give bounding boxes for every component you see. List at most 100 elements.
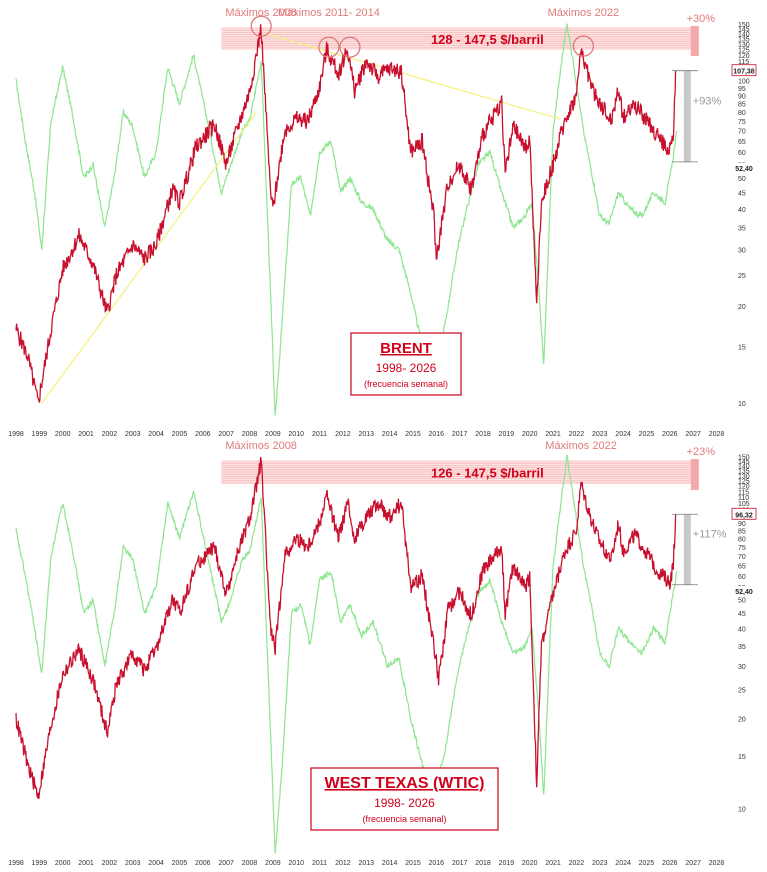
y-tick-label: 125 bbox=[738, 47, 750, 54]
x-tick-label: 2004 bbox=[148, 431, 164, 438]
last-price-label: 107,38 bbox=[733, 69, 755, 76]
x-tick-label: 2024 bbox=[615, 431, 631, 438]
x-tick-label: 2026 bbox=[662, 860, 678, 867]
x-tick-label: 2014 bbox=[382, 431, 398, 438]
y-tick-label: 135 bbox=[738, 468, 750, 475]
y-tick-label: 25 bbox=[738, 273, 746, 280]
x-tick-label: 2012 bbox=[335, 860, 351, 867]
last-price-tag: 96,32 bbox=[731, 507, 757, 520]
x-tick-label: 2005 bbox=[172, 431, 188, 438]
upside-bar bbox=[690, 26, 699, 56]
x-tick-label: 2027 bbox=[685, 860, 701, 867]
y-tick-label: 40 bbox=[738, 207, 746, 214]
x-tick-label: 2027 bbox=[685, 431, 701, 438]
y-tick-label: 90 bbox=[738, 93, 746, 100]
x-axis: 1998 1999 2000 2001 2002 2003 2004 2005 2006 2007… bbox=[8, 431, 724, 438]
annotation-label: Máximos 2022 bbox=[548, 7, 620, 19]
last-price-tag: 107,38 bbox=[731, 64, 757, 77]
x-axis: 1998 1999 2000 2001 2002 2003 2004 2005 2006 2007… bbox=[8, 860, 724, 867]
annotation-circle bbox=[250, 15, 272, 37]
x-tick-label: 2007 bbox=[218, 860, 234, 867]
x-tick-label: 2022 bbox=[569, 431, 585, 438]
title-box: BRENT 1998- 2026 (frecuencia semanal) bbox=[350, 332, 462, 396]
y-tick-label: 50 bbox=[738, 597, 746, 604]
annotation-circle bbox=[572, 35, 595, 57]
chart-title: BRENT bbox=[380, 340, 432, 357]
y-tick-label: 35 bbox=[738, 644, 746, 651]
x-tick-label: 1999 bbox=[32, 431, 48, 438]
y-tick-label: 100 bbox=[738, 79, 750, 86]
y-tick-label: 150 bbox=[738, 22, 750, 29]
y-tick-label: 90 bbox=[738, 521, 746, 528]
y-tick-label: 120 bbox=[738, 484, 750, 491]
y-tick-label: 95 bbox=[738, 86, 746, 93]
y-tick-label: 75 bbox=[738, 119, 746, 126]
x-tick-label: 2003 bbox=[125, 431, 141, 438]
x-tick-label: 2008 bbox=[242, 860, 258, 867]
chart-note: (frecuencia semanal) bbox=[364, 379, 448, 389]
band-label: 126 - 147,5 $/barril bbox=[431, 466, 544, 481]
x-tick-label: 2019 bbox=[499, 431, 515, 438]
low-price-box bbox=[732, 585, 756, 596]
band-label: 128 - 147,5 $/barril bbox=[431, 32, 544, 47]
y-tick-label: 130 bbox=[738, 473, 750, 480]
x-tick-label: 2006 bbox=[195, 431, 211, 438]
low-price-box bbox=[732, 162, 756, 173]
rise-pct: +117% bbox=[693, 529, 727, 541]
x-tick-label: 2007 bbox=[218, 431, 234, 438]
x-tick-label: 2017 bbox=[452, 860, 468, 867]
x-tick-label: 2021 bbox=[545, 431, 561, 438]
annotation-label: Máximos 2008 bbox=[225, 440, 297, 452]
title-box-border bbox=[350, 332, 462, 396]
y-tick-label: 65 bbox=[738, 563, 746, 570]
x-tick-label: 2011 bbox=[312, 431, 327, 438]
x-tick-label: 2001 bbox=[78, 431, 94, 438]
x-tick-label: 2028 bbox=[709, 860, 725, 867]
last-price-label: 96,32 bbox=[735, 512, 753, 519]
y-tick-label: 30 bbox=[738, 247, 746, 254]
annotation-circle bbox=[318, 36, 340, 58]
x-tick-label: 2020 bbox=[522, 431, 538, 438]
x-tick-label: 2010 bbox=[288, 431, 304, 438]
y-tick-label: 130 bbox=[738, 42, 750, 49]
y-tick-label: 60 bbox=[738, 574, 746, 581]
annotation: Máximos 2008 bbox=[225, 7, 297, 37]
y-tick-label: 80 bbox=[738, 110, 746, 117]
y-tick-label: 125 bbox=[738, 478, 750, 485]
title-box-border bbox=[310, 767, 499, 831]
chart-subtitle: 1998- 2026 bbox=[376, 361, 437, 375]
x-tick-label: 2002 bbox=[102, 431, 118, 438]
y-tick-label: 20 bbox=[738, 717, 746, 724]
x-tick-label: 2023 bbox=[592, 431, 608, 438]
x-tick-label: 2018 bbox=[475, 431, 491, 438]
x-tick-label: 2017 bbox=[452, 431, 468, 438]
chart-panel-1: 128 - 147,5 $/barril+30%+93%101520253035… bbox=[8, 7, 757, 438]
x-tick-label: 2013 bbox=[358, 860, 374, 867]
chart-panel-2: 126 - 147,5 $/barril+23%+117%10152025303… bbox=[8, 440, 757, 867]
y-tick-label: 120 bbox=[738, 53, 750, 60]
y-tick-label: 75 bbox=[738, 545, 746, 552]
chart-subtitle: 1998- 2026 bbox=[374, 796, 435, 810]
y-tick-label: 115 bbox=[738, 489, 749, 496]
x-tick-label: 2016 bbox=[429, 431, 445, 438]
y-tick-label: 150 bbox=[738, 455, 750, 462]
x-tick-label: 2006 bbox=[195, 860, 211, 867]
last-price-box bbox=[731, 507, 757, 520]
y-tick-label: 80 bbox=[738, 536, 746, 543]
resistance-band: 126 - 147,5 $/barril bbox=[221, 460, 694, 484]
y-tick-label: 85 bbox=[738, 529, 746, 536]
y-tick-label: 15 bbox=[738, 344, 746, 351]
x-tick-label: 1998 bbox=[8, 860, 24, 867]
annotation: Máximos 2022 bbox=[548, 7, 620, 57]
x-tick-label: 2025 bbox=[639, 431, 655, 438]
low-price-label: 52,40 bbox=[735, 166, 753, 173]
y-tick-label: 70 bbox=[738, 129, 746, 136]
y-tick-label: 10 bbox=[738, 807, 746, 814]
y-tick-label: 45 bbox=[738, 191, 746, 198]
low-price-tag: 52,40 bbox=[732, 162, 756, 173]
x-tick-label: 2000 bbox=[55, 860, 71, 867]
annotation-label: Máximos 2011- 2014 bbox=[278, 7, 380, 19]
x-tick-label: 2025 bbox=[639, 860, 655, 867]
annotation: Máximos 2008 bbox=[225, 440, 297, 452]
